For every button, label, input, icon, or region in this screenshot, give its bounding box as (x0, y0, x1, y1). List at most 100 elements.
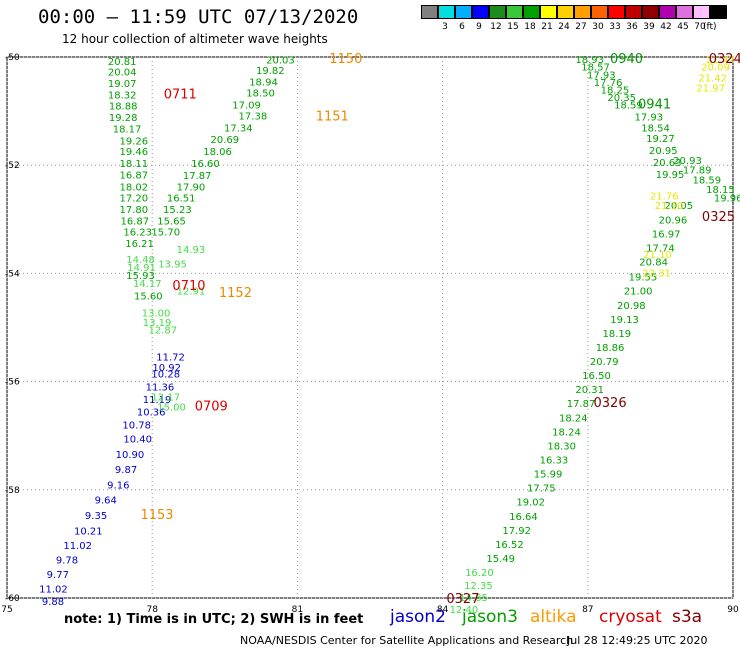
legend-swatch (421, 5, 438, 19)
y-tick-label: -60 (5, 594, 20, 604)
wave-height-label: 11.36 (146, 382, 175, 393)
wave-height-label: 20.84 (639, 257, 668, 268)
wave-height-label: 18.11 (119, 159, 148, 170)
wave-height-label: 12.87 (149, 326, 178, 337)
wave-height-label: 18.32 (108, 90, 137, 101)
pass-time-label: 0325 (702, 210, 735, 225)
wave-height-label: 19.55 (629, 273, 658, 284)
wave-height-label: 18.25 (601, 85, 630, 96)
x-tick-label: 90 (727, 605, 739, 615)
wave-height-label: 20.04 (108, 68, 137, 79)
legend-tick: 21 (541, 22, 553, 32)
x-tick-label: 81 (292, 605, 303, 615)
wave-height-label: 9.88 (42, 597, 64, 608)
pass-time-label: 0940 (610, 52, 643, 67)
wave-height-label: 9.35 (85, 511, 107, 522)
pass-time-label: 1152 (219, 286, 252, 301)
wave-height-label: 18.94 (249, 77, 278, 88)
legend-swatch (438, 5, 455, 19)
wave-height-label: 20.98 (617, 301, 646, 312)
wave-height-label: 15.99 (534, 470, 563, 481)
y-tick-label: -50 (5, 53, 20, 63)
pass-time-label: 1151 (316, 110, 349, 125)
pass-time-label: 0326 (594, 396, 627, 411)
wave-height-label: 19.82 (256, 66, 285, 77)
legend-tick: 15 (507, 22, 519, 32)
wave-height-label: 12.35 (464, 581, 493, 592)
wave-height-label: 18.59 (614, 101, 643, 112)
pass-time-label: 0941 (638, 98, 671, 113)
y-tick-label: -58 (5, 486, 20, 496)
legend-tick: 24 (558, 22, 570, 32)
wave-height-label: 18.86 (596, 343, 625, 354)
y-tick-label: -52 (5, 161, 20, 171)
x-tick-label: 87 (582, 605, 593, 615)
wave-height-label: 18.06 (203, 147, 232, 158)
wave-height-label: 9.87 (115, 465, 137, 476)
wave-height-label: 18.02 (119, 182, 148, 193)
wave-height-label: 19.07 (108, 79, 137, 90)
wave-height-label: 11.02 (63, 541, 92, 552)
legend-swatch (523, 5, 540, 19)
legend-swatch (455, 5, 472, 19)
wave-height-label: 16.64 (509, 512, 538, 523)
wave-height-label: 15.70 (151, 228, 180, 239)
legend-tick: 12 (490, 22, 502, 32)
legend-tick: 27 (575, 22, 587, 32)
pass-time-label: 0709 (195, 399, 228, 414)
wave-height-label: 17.74 (646, 243, 675, 254)
wave-height-label: 16.21 (125, 239, 154, 250)
legend-swatch (625, 5, 642, 19)
pass-time-label: 0710 (172, 279, 205, 294)
wave-height-label: 17.93 (587, 70, 616, 81)
wave-height-label: 19.95 (656, 170, 685, 181)
legend-tick: 36 (626, 22, 638, 32)
footer-note: note: 1) Time is in UTC; 2) SWH is in fe… (64, 612, 364, 627)
wave-height-label: 18.15 (706, 185, 735, 196)
wave-height-label: 9.78 (56, 556, 78, 567)
legend-tick: 9 (476, 22, 482, 32)
wave-height-label: 12.40 (450, 605, 479, 616)
wave-height-label: 16.60 (191, 159, 220, 170)
wave-height-label: 20.69 (210, 135, 239, 146)
wave-height-label: 14.17 (133, 279, 162, 290)
wave-height-label: 21.42 (706, 55, 735, 66)
wave-height-label: 21.00 (624, 287, 653, 298)
y-tick-label: -54 (5, 269, 20, 279)
wave-height-label: 16.52 (495, 540, 524, 551)
wave-height-label: 20.09 (701, 63, 730, 74)
wave-height-label: 19.28 (109, 113, 138, 124)
wave-height-label: 18.59 (693, 175, 722, 186)
wave-height-label: 20.96 (659, 215, 688, 226)
wave-height-label: 16.23 (123, 228, 152, 239)
wave-height-label: 13.00 (142, 308, 171, 319)
wave-height-label: 17.87 (183, 171, 212, 182)
wave-height-label: 10.21 (74, 526, 103, 537)
wave-height-label: 15.60 (134, 292, 163, 303)
wave-height-label: 9.64 (95, 496, 117, 507)
legend-swatch (472, 5, 489, 19)
wave-height-label: 15.93 (126, 271, 155, 282)
wave-height-label: 20.63 (653, 158, 682, 169)
wave-height-label: 20.81 (108, 57, 137, 68)
legend-tick: 6 (459, 22, 465, 32)
wave-height-label: 17.76 (594, 78, 623, 89)
wave-height-label: 16.51 (167, 194, 196, 205)
wave-height-label: 18.24 (552, 427, 581, 438)
wave-height-label: 14.48 (126, 255, 155, 266)
wave-height-label: 18.54 (641, 123, 670, 134)
wave-height-label: 20.35 (607, 93, 636, 104)
wave-height-label: 20.95 (649, 146, 678, 157)
wave-height-label: 21.97 (696, 83, 725, 94)
wave-height-label: 17.80 (119, 205, 148, 216)
wave-height-label: 21.42 (698, 74, 727, 85)
wave-height-label: 16.50 (582, 371, 611, 382)
legend-tick: 18 (524, 22, 536, 32)
wave-height-label: 17.20 (119, 194, 148, 205)
legend-tick: 3 (442, 22, 448, 32)
wave-height-label: 21.10 (643, 250, 672, 261)
wave-height-label: 17.93 (634, 113, 663, 124)
legend-tick: 30 (592, 22, 604, 32)
wave-height-label: 19.26 (119, 136, 148, 147)
